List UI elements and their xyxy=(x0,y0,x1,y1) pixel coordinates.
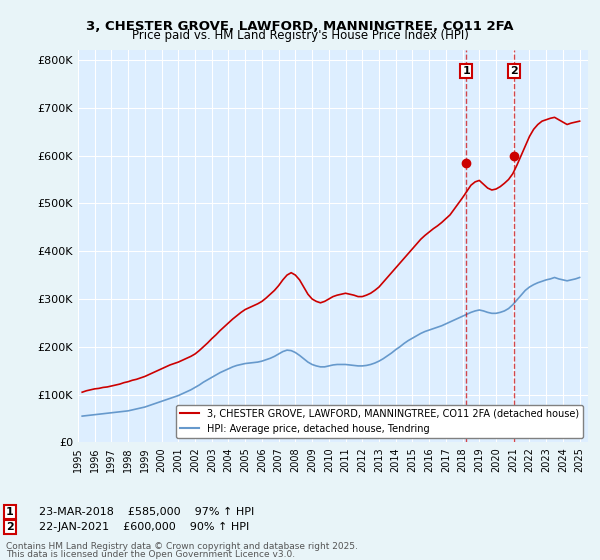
Text: 1: 1 xyxy=(463,66,470,76)
Text: 1: 1 xyxy=(6,507,14,517)
Text: 2: 2 xyxy=(6,522,14,532)
Text: This data is licensed under the Open Government Licence v3.0.: This data is licensed under the Open Gov… xyxy=(6,550,295,559)
Text: 23-MAR-2018    £585,000    97% ↑ HPI: 23-MAR-2018 £585,000 97% ↑ HPI xyxy=(39,507,254,517)
Text: Contains HM Land Registry data © Crown copyright and database right 2025.: Contains HM Land Registry data © Crown c… xyxy=(6,542,358,550)
Text: 2: 2 xyxy=(510,66,518,76)
Text: Price paid vs. HM Land Registry's House Price Index (HPI): Price paid vs. HM Land Registry's House … xyxy=(131,29,469,42)
Text: 3, CHESTER GROVE, LAWFORD, MANNINGTREE, CO11 2FA: 3, CHESTER GROVE, LAWFORD, MANNINGTREE, … xyxy=(86,20,514,32)
Legend: 3, CHESTER GROVE, LAWFORD, MANNINGTREE, CO11 2FA (detached house), HPI: Average : 3, CHESTER GROVE, LAWFORD, MANNINGTREE, … xyxy=(176,405,583,437)
Text: 22-JAN-2021    £600,000    90% ↑ HPI: 22-JAN-2021 £600,000 90% ↑ HPI xyxy=(39,522,249,532)
